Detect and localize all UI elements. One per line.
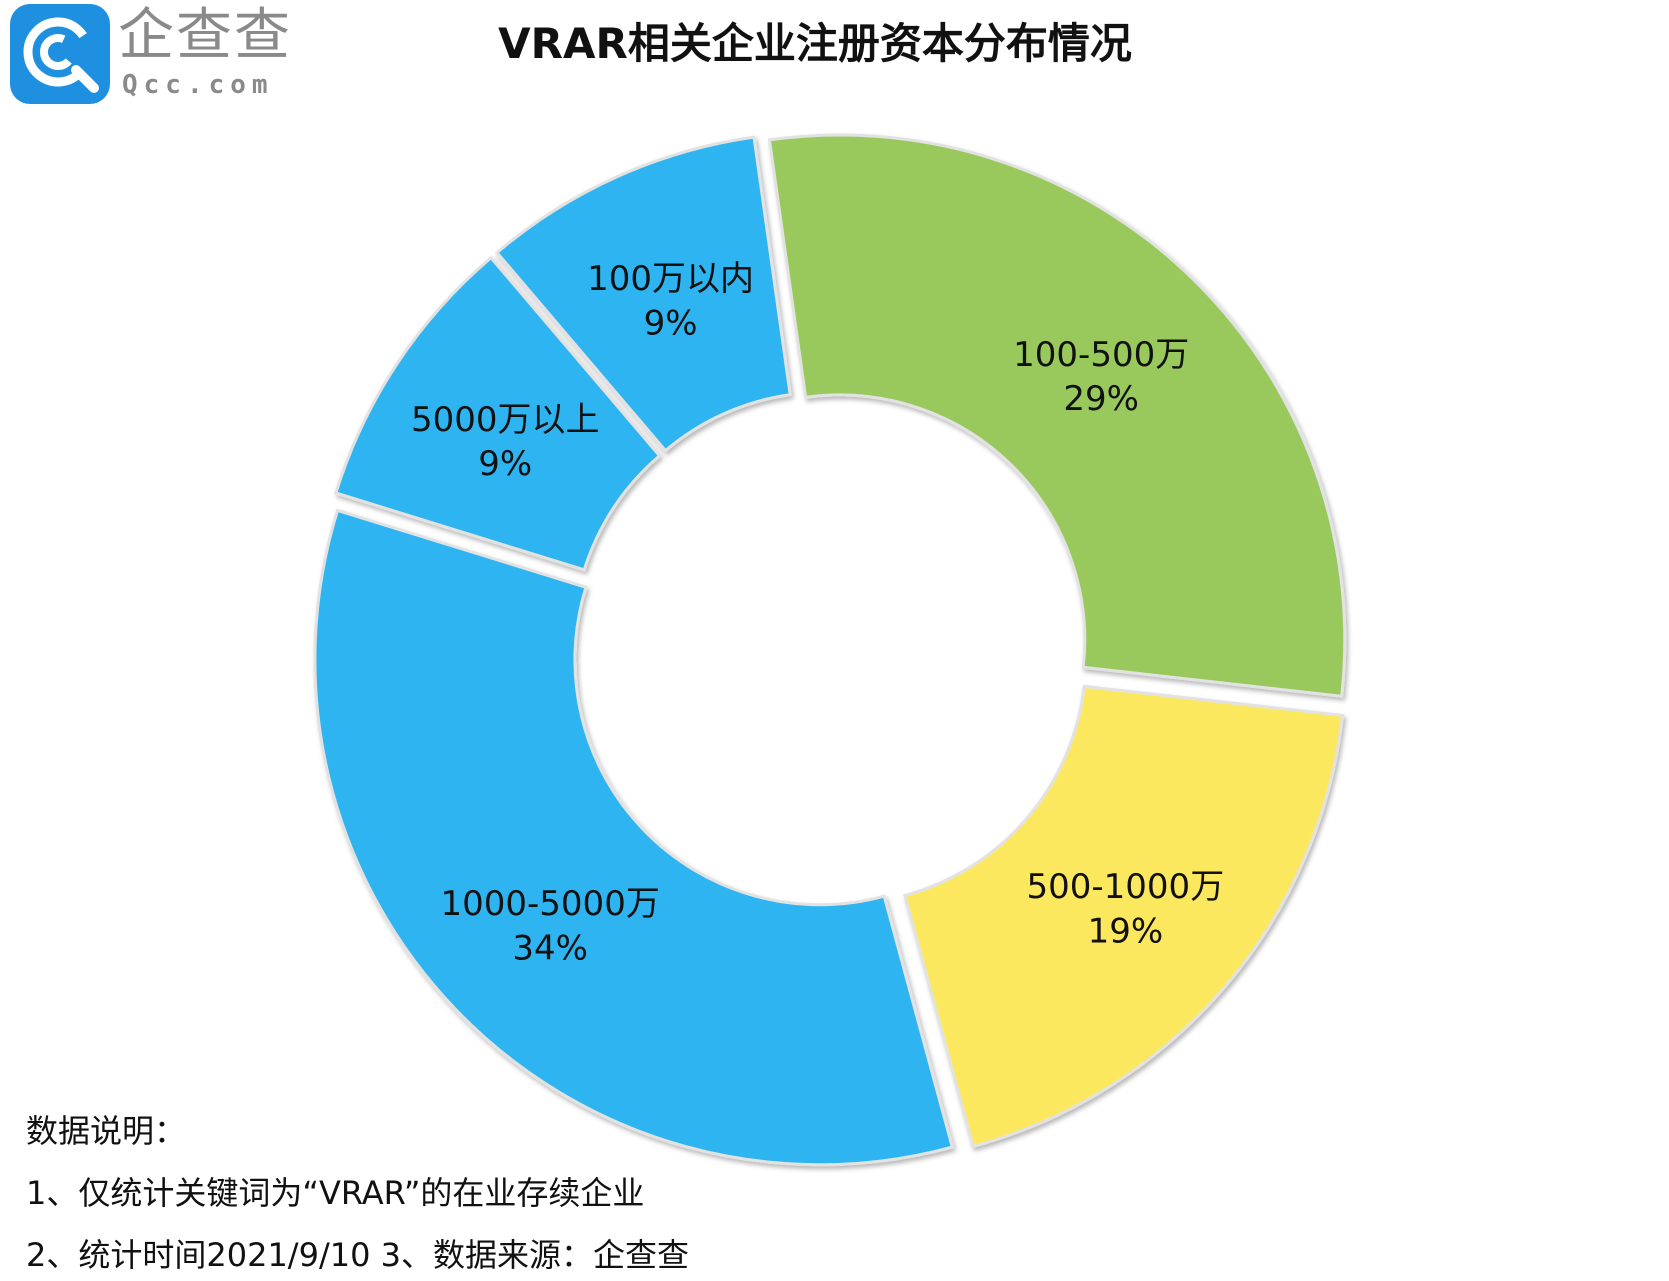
notes-line-1: 1、仅统计关键词为“VRAR”的在业存续企业 [26,1174,645,1212]
slice-value-label: 9% [644,303,698,343]
slice-category-label: 500-1000万 [1027,867,1225,907]
slice-category-label: 100-500万 [1013,335,1189,375]
slice-label: 100-500万 29% [1013,335,1189,419]
slice-value-label: 29% [1063,379,1139,419]
pie-slice [767,133,1347,698]
pie-slice [494,135,792,453]
pie-slice [903,684,1345,1149]
slice-label: 500-1000万 19% [1027,867,1225,951]
pie-slice [313,508,955,1167]
data-notes: 数据说明： 1、仅统计关键词为“VRAR”的在业存续企业 2、统计时间2021/… [26,1100,1226,1281]
notes-heading: 数据说明： [26,1112,187,1150]
logo-brand-en: Qcc.com [122,70,274,100]
slice-category-label: 5000万以上 [411,400,600,440]
labels-layer: 100-500万 29% 500-1000万 19% 1000-5000万 34% 5000… [411,259,1224,968]
brand-logo: 企查查 Qcc.com [10,4,310,104]
slice-value-label: 34% [512,928,588,968]
slice-category-label: 100万以内 [587,259,754,299]
notes-line-2: 2、统计时间2021/9/10 3、数据来源：企查查 [26,1236,689,1274]
slice-value-label: 19% [1088,911,1164,951]
slice-label: 5000万以上 9% [411,400,600,484]
chart-title: VRAR相关企业注册资本分布情况 [498,19,1132,68]
slice-label: 1000-5000万 34% [441,884,660,968]
logo-brand-cn: 企查查 [118,3,292,68]
slice-value-label: 9% [478,444,532,484]
pie-slice [334,255,662,572]
slice-category-label: 1000-5000万 [441,884,660,924]
qcc-logo-icon [10,4,110,104]
slice-label: 100万以内 9% [587,259,754,343]
slices-layer [313,133,1347,1167]
